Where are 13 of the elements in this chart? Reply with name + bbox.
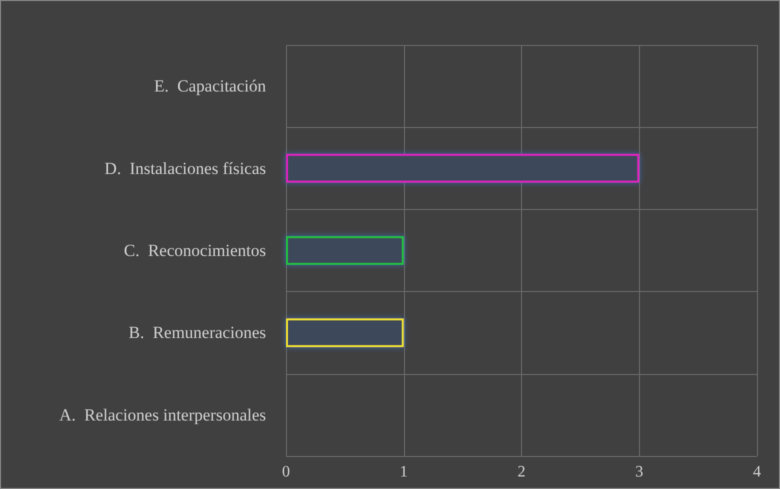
x-tick-label: 2 — [518, 464, 526, 480]
x-tick-label: 3 — [635, 464, 644, 480]
y-tick-label: E. Capacitación — [154, 76, 266, 96]
x-tick-label: 4 — [753, 464, 761, 480]
y-tick-label: D. Instalaciones físicas — [104, 158, 266, 178]
bar — [286, 236, 404, 265]
bar — [286, 154, 640, 183]
y-tick-label: B. Remuneraciones — [128, 323, 266, 342]
bar — [286, 318, 404, 348]
y-tick-label: A. Relaciones interpersonales — [59, 405, 266, 424]
y-tick-label: C. Reconocimientos — [124, 241, 266, 260]
x-tick-label: 0 — [282, 464, 290, 480]
x-tick-label: 1 — [400, 464, 408, 480]
